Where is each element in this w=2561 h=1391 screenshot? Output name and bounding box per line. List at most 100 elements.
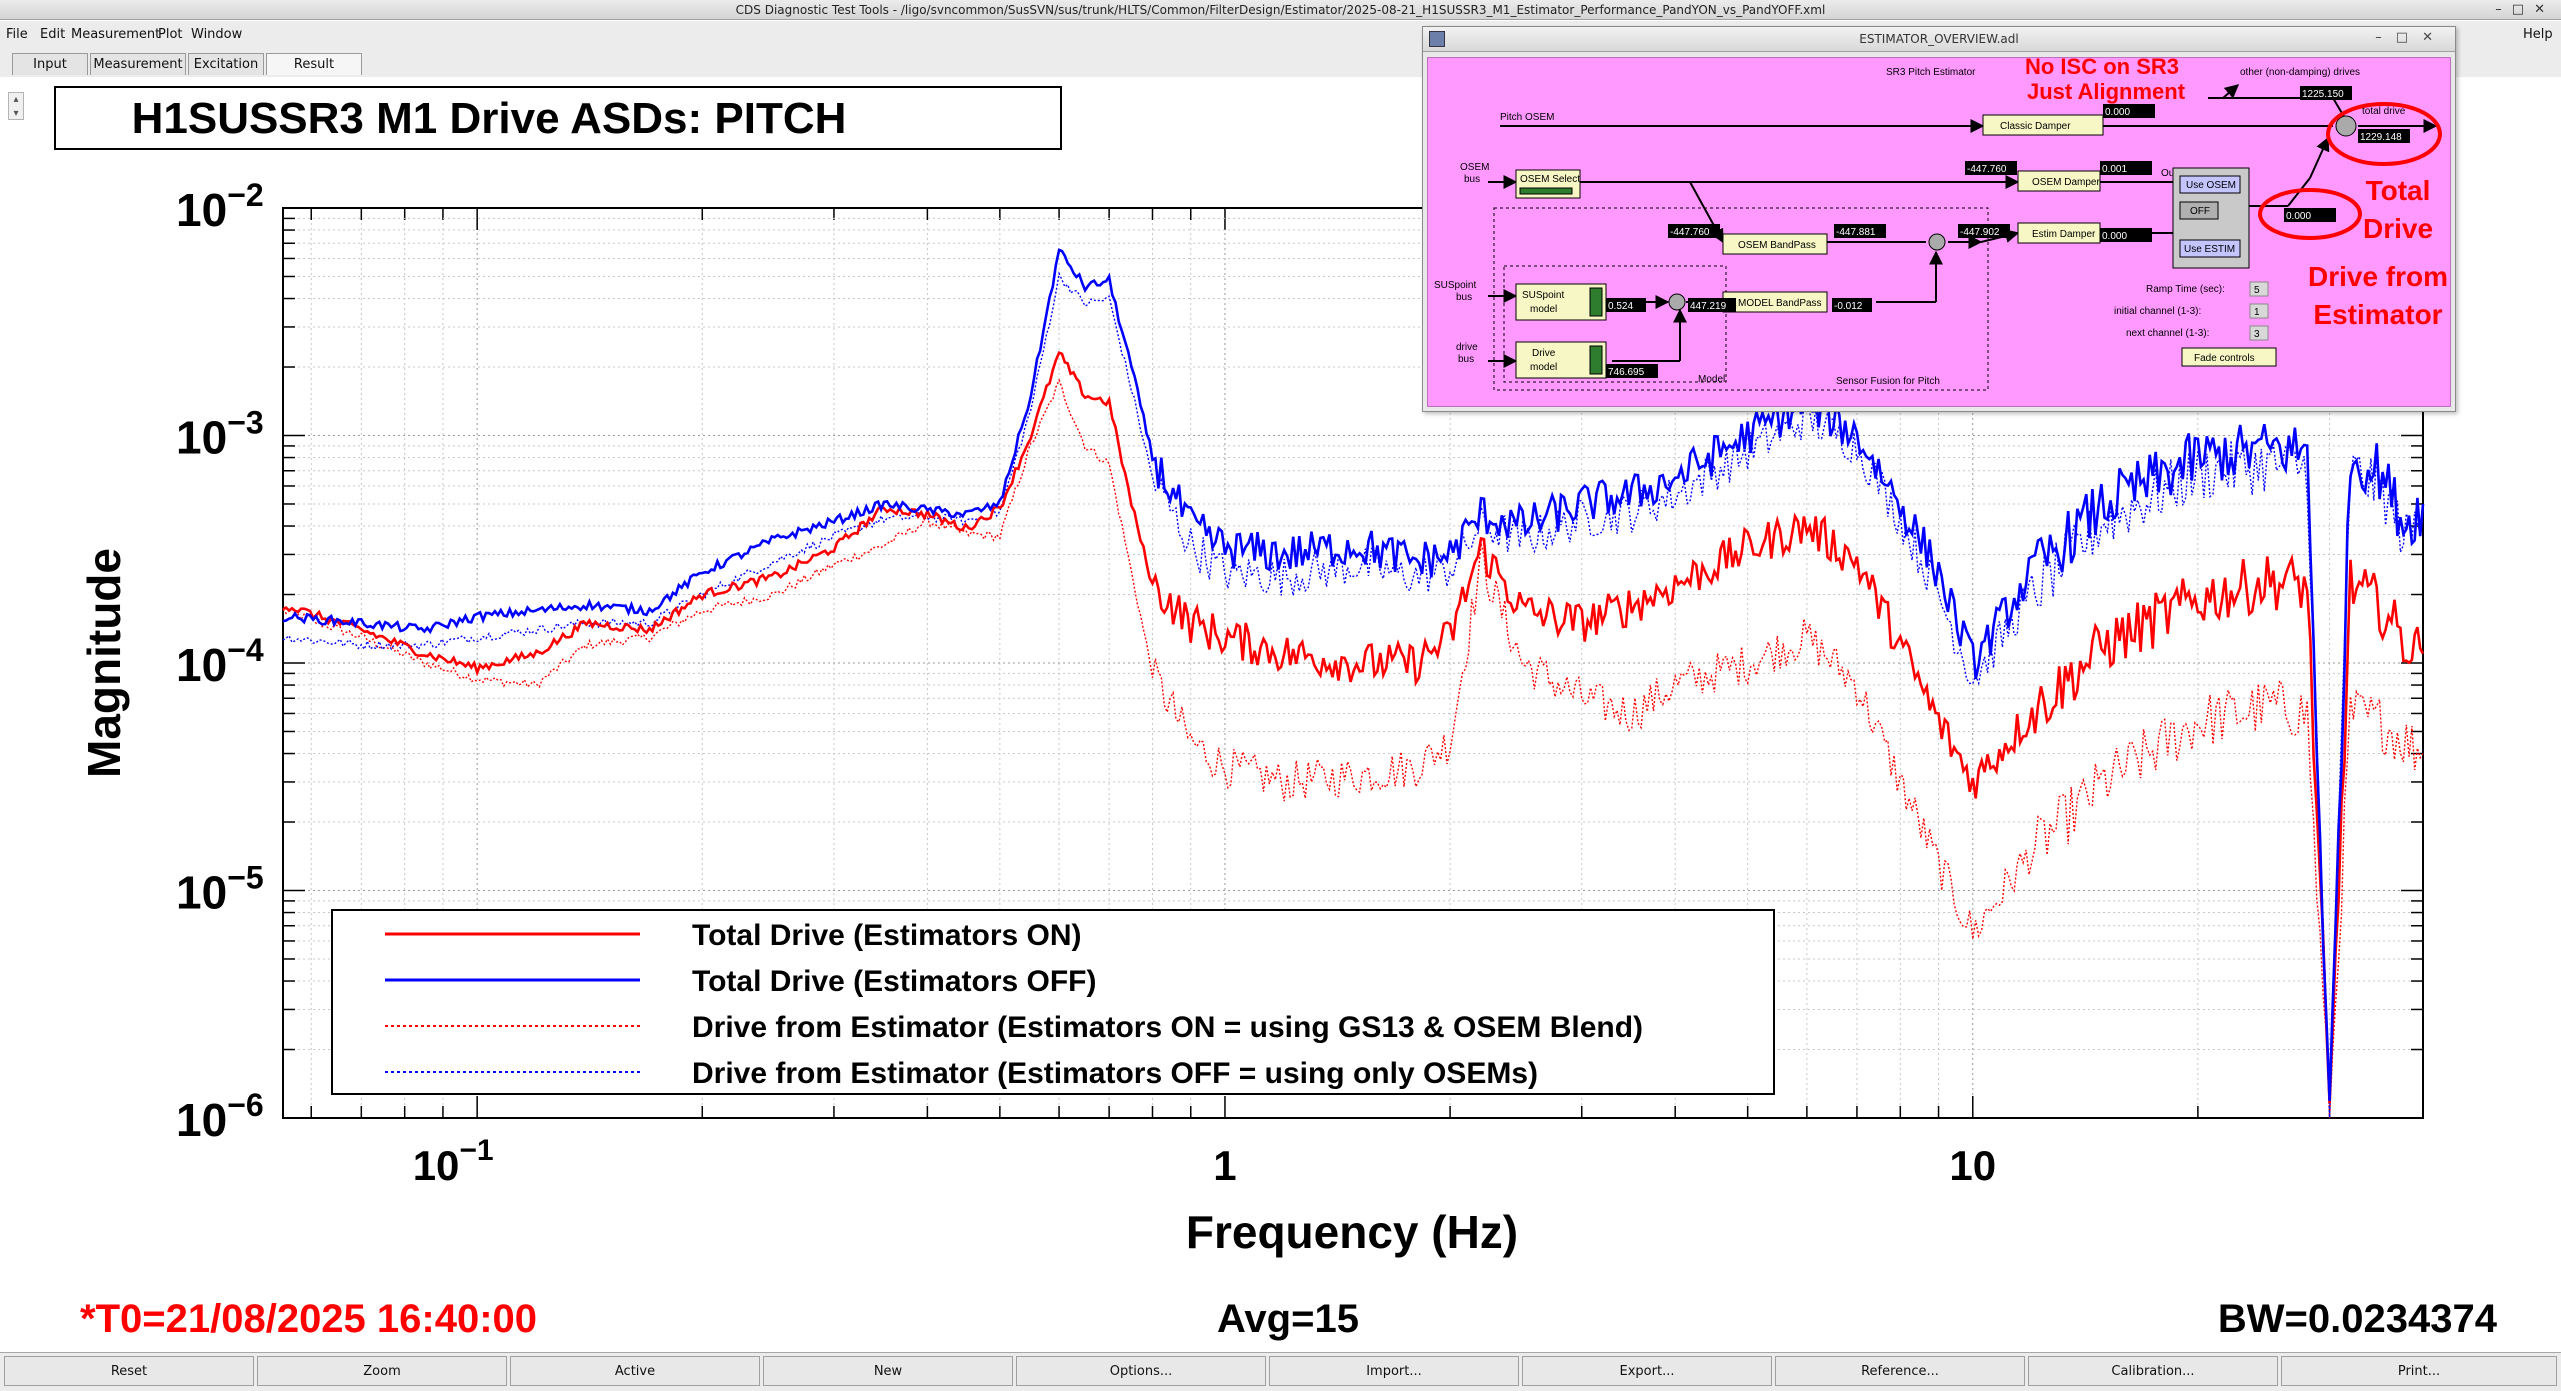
- osem-bandpass-block[interactable]: [1722, 233, 1828, 255]
- import-button[interactable]: Import...: [1269, 1356, 1519, 1386]
- reset-button[interactable]: Reset: [4, 1356, 254, 1386]
- y-tick-label: 10−6: [176, 1087, 264, 1146]
- menu-window[interactable]: Window: [191, 27, 243, 42]
- annotation-just-alignment: Just Alignment: [2027, 79, 2186, 104]
- minimize-icon[interactable]: –: [2375, 30, 2396, 45]
- label-initial-channel: initial channel (1-3):: [2114, 306, 2201, 317]
- initial-channel-value: 1: [2254, 307, 2260, 318]
- plot-series: [282, 248, 2425, 1119]
- model-sum-junction: [1668, 293, 1686, 311]
- minimize-icon[interactable]: –: [2495, 2, 2512, 17]
- classic-damper-block[interactable]: [1982, 114, 2104, 136]
- bottom-button-bar: Reset Zoom Active New Options... Import.…: [0, 1352, 2561, 1391]
- other-drives-readout: 1225.150: [2302, 89, 2344, 100]
- use-estim-button[interactable]: [2179, 239, 2241, 258]
- classic-damper-label: Classic Damper: [2000, 121, 2071, 132]
- menu-plot[interactable]: Plot: [158, 27, 183, 42]
- asd-plot[interactable]: H1SUSSR3 M1 Drive ASDs: PITCH 10−210−310…: [0, 0, 2561, 1352]
- osem-select-readout: -447.760: [1967, 164, 2007, 175]
- menu-edit[interactable]: Edit: [40, 27, 66, 42]
- total-drive-junction: [2335, 115, 2357, 137]
- legend-label-est-off: Drive from Estimator (Estimators OFF = u…: [692, 1057, 1538, 1090]
- use-osem-label: Use OSEM: [2186, 180, 2236, 191]
- medm-screen: SR3 Pitch Estimator other (non-damping) …: [1427, 54, 2451, 407]
- use-osem-button[interactable]: [2179, 175, 2241, 194]
- print-button[interactable]: Print...: [2281, 1356, 2557, 1386]
- next-channel-input[interactable]: [2249, 325, 2269, 341]
- legend-box: [331, 909, 1775, 1095]
- label-other-drives: other (non-damping) drives: [2240, 67, 2360, 78]
- ramp-time-input[interactable]: [2249, 281, 2269, 297]
- new-button[interactable]: New: [763, 1356, 1013, 1386]
- initial-channel-input[interactable]: [2249, 303, 2269, 319]
- y-tick-label: 10−5: [176, 860, 264, 919]
- export-button[interactable]: Export...: [1522, 1356, 1772, 1386]
- osem-damper-readout: 0.001: [2102, 164, 2127, 175]
- label-sr3-pitch-estimator: SR3 Pitch Estimator: [1886, 67, 1976, 78]
- label-osem-bus-2: bus: [1464, 174, 1480, 185]
- calibration-button[interactable]: Calibration...: [2028, 1356, 2278, 1386]
- model-sum-readout: 447.219: [1690, 301, 1727, 312]
- drive-model-label-2: model: [1530, 362, 1557, 373]
- plot-title-box: [54, 86, 1062, 150]
- t0-timestamp: *T0=21/08/2025 16:40:00: [80, 1297, 537, 1341]
- menu-measurement[interactable]: Measurement: [71, 27, 161, 42]
- menu-help[interactable]: Help: [2523, 27, 2553, 42]
- ramp-time-value: 5: [2254, 285, 2260, 296]
- y-tick-label: 10−3: [176, 405, 264, 464]
- reference-button[interactable]: Reference...: [1775, 1356, 2025, 1386]
- fade-controls-button[interactable]: [2181, 347, 2277, 367]
- drive-model-readout: 746.695: [1608, 367, 1645, 378]
- maximize-icon[interactable]: □: [2511, 2, 2535, 17]
- menu-file[interactable]: File: [6, 27, 28, 42]
- suspoint-model-readout: 0.524: [1608, 301, 1633, 312]
- close-icon[interactable]: ✕: [2534, 2, 2555, 17]
- medm-app-icon: [1429, 31, 1445, 47]
- estim-damper-label: Estim Damper: [2032, 229, 2096, 240]
- suspoint-model-label-2: model: [1530, 304, 1557, 315]
- bandwidth: BW=0.0234374: [2218, 1297, 2498, 1341]
- model-box: [1503, 265, 1727, 383]
- tab-result[interactable]: Result: [266, 53, 362, 75]
- label-drive-bus-2: bus: [1458, 354, 1474, 365]
- label-suspoint-bus-2: bus: [1456, 292, 1472, 303]
- vertical-scroll-arrows[interactable]: ▴ ▾: [8, 92, 24, 120]
- maximize-icon[interactable]: □: [2395, 30, 2423, 45]
- next-channel-value: 3: [2254, 329, 2260, 340]
- tab-input[interactable]: Input: [12, 53, 88, 75]
- series-line-2: [282, 378, 2424, 1119]
- estimator-overview-window[interactable]: ESTIMATOR_OVERVIEW.adl –□✕ SR3 Pitch Est…: [1422, 26, 2456, 412]
- label-ramp-time: Ramp Time (sec):: [2146, 284, 2225, 295]
- classic-damper-readout: 0.000: [2105, 107, 2130, 118]
- x-axis-label: Frequency (Hz): [1186, 1206, 1518, 1258]
- switch-out-readout: 0.000: [2286, 211, 2311, 222]
- model-bandpass-readout: -0.012: [1834, 301, 1863, 312]
- annotation-drive: Drive: [2363, 213, 2433, 244]
- active-button[interactable]: Active: [510, 1356, 760, 1386]
- tab-measurement[interactable]: Measurement: [90, 53, 186, 75]
- osem-bandpass-label: OSEM BandPass: [1738, 240, 1816, 251]
- estimator-window-controls[interactable]: –□✕: [2375, 30, 2447, 45]
- fade-controls-label: Fade controls: [2194, 353, 2255, 364]
- options-button[interactable]: Options...: [1016, 1356, 1266, 1386]
- estim-damper-readout: 0.000: [2102, 231, 2127, 242]
- switch-off-button[interactable]: [2179, 201, 2219, 220]
- annotation-no-isc: No ISC on SR3: [2025, 58, 2179, 79]
- window-title: CDS Diagnostic Test Tools - /ligo/svncom…: [735, 3, 1826, 17]
- legend-label-est-on: Drive from Estimator (Estimators ON = us…: [692, 1011, 1643, 1044]
- estimator-window-title: ESTIMATOR_OVERVIEW.adl: [1859, 32, 2019, 46]
- tab-excitation[interactable]: Excitation: [188, 53, 264, 75]
- estimator-diagram: SR3 Pitch Estimator other (non-damping) …: [1434, 54, 2448, 391]
- estimator-window-titlebar[interactable]: ESTIMATOR_OVERVIEW.adl –□✕: [1423, 27, 2455, 52]
- legend-label-on: Total Drive (Estimators ON): [692, 919, 1082, 952]
- annotation-drive-from: Drive from: [2308, 261, 2448, 292]
- zoom-button[interactable]: Zoom: [257, 1356, 507, 1386]
- osem-damper-label: OSEM Damper: [2032, 177, 2100, 188]
- osem-damper-block[interactable]: [2017, 170, 2101, 192]
- total-drive-callout-ring: [2326, 102, 2442, 166]
- fusion-sum-junction: [1928, 233, 1946, 251]
- window-controls[interactable]: –□✕: [2495, 2, 2555, 17]
- close-icon[interactable]: ✕: [2422, 30, 2447, 45]
- annotation-total: Total: [2366, 175, 2431, 206]
- readouts: 1225.150 1229.148 0.000 -447.760 0.001 0…: [1606, 86, 2410, 378]
